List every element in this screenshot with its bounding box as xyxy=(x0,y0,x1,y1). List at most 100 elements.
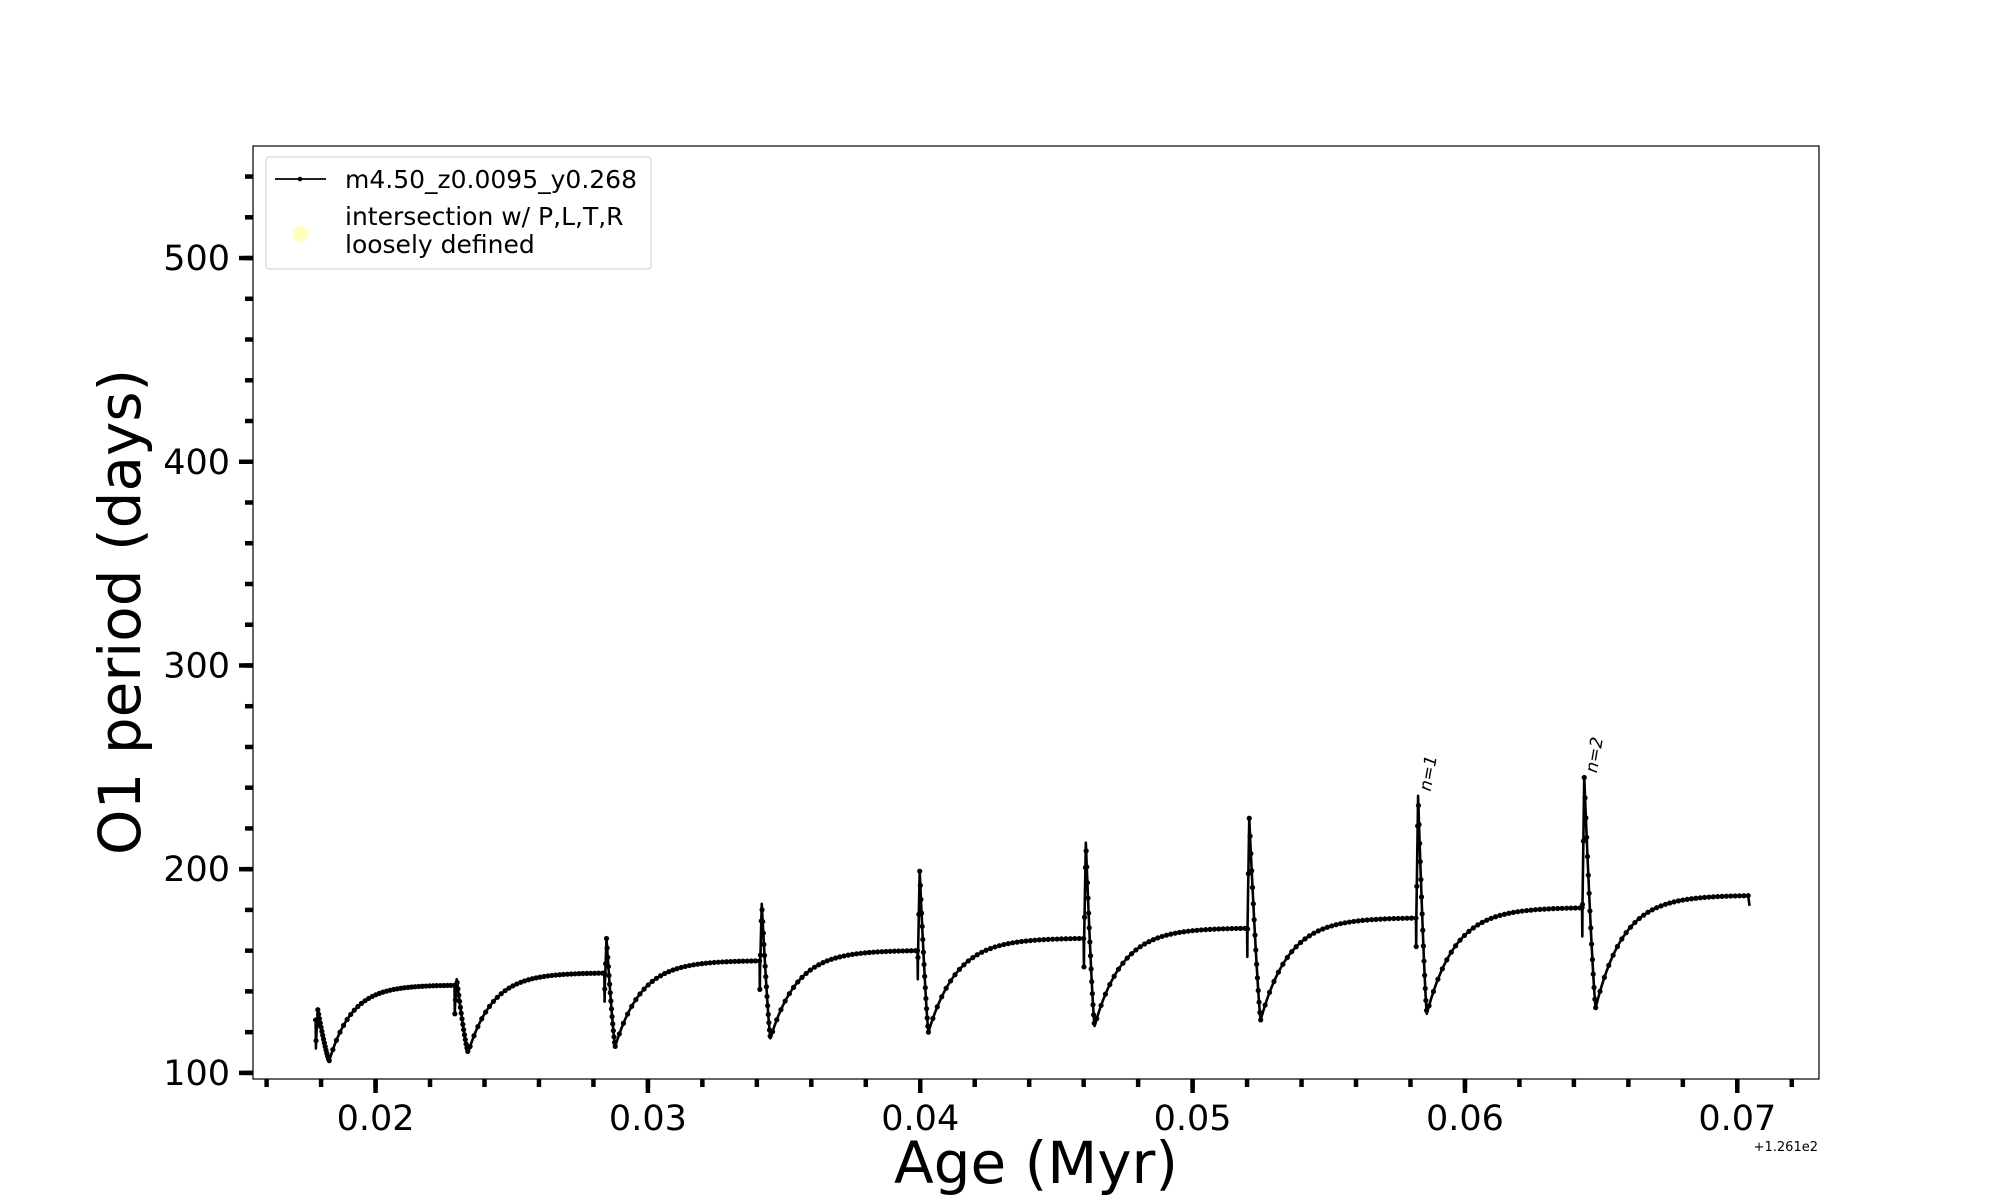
series-point xyxy=(649,978,655,984)
series-point xyxy=(498,991,504,997)
series-point xyxy=(1088,966,1094,972)
series-point xyxy=(824,958,830,964)
series-point xyxy=(896,948,902,954)
series-point xyxy=(1256,999,1262,1005)
series-point xyxy=(456,992,462,998)
series-point xyxy=(316,1016,323,1022)
series-point xyxy=(1435,976,1441,982)
series-point xyxy=(920,949,927,955)
series-point xyxy=(1671,899,1677,905)
legend-label-track: m4.50_z0.0095_y0.268 xyxy=(345,165,637,194)
x-tick-label: 0.07 xyxy=(1698,1099,1776,1139)
series-point xyxy=(695,961,701,967)
series-point xyxy=(1741,893,1747,899)
series-point xyxy=(1252,932,1258,938)
series-point xyxy=(1422,972,1428,978)
series-point xyxy=(1150,937,1156,943)
series-point xyxy=(925,1023,931,1029)
series-point xyxy=(1190,928,1196,934)
series-point xyxy=(486,1003,493,1009)
series-point xyxy=(845,952,851,958)
series-point xyxy=(757,952,764,958)
series-point xyxy=(1155,935,1161,941)
series-point xyxy=(1649,907,1655,913)
series-point xyxy=(1426,1003,1432,1009)
series-point xyxy=(1089,979,1095,985)
series-point xyxy=(1258,1017,1264,1023)
series-point xyxy=(764,993,770,1000)
series-point xyxy=(1585,872,1591,878)
series-point xyxy=(728,958,734,965)
series-point xyxy=(699,961,705,967)
series-point xyxy=(849,951,856,958)
x-axis-label: Age (Myr) xyxy=(894,1129,1178,1197)
annotations: n=1 n=2 xyxy=(1416,736,1608,793)
series-point xyxy=(759,907,765,913)
series-point xyxy=(1373,916,1379,922)
series-point xyxy=(319,1028,325,1034)
series-point xyxy=(1619,936,1625,942)
series-point xyxy=(807,967,813,973)
series-point xyxy=(609,1014,615,1020)
series-point xyxy=(1400,915,1406,921)
series-point xyxy=(1254,975,1261,981)
series-point xyxy=(1181,929,1187,935)
series-point xyxy=(914,948,921,954)
series-point xyxy=(607,990,613,996)
series-point xyxy=(1203,927,1209,933)
series-point xyxy=(1418,876,1424,883)
series-point xyxy=(974,952,980,958)
series-point xyxy=(1592,996,1598,1002)
series-point xyxy=(900,948,906,954)
series-point xyxy=(1584,834,1590,841)
series-point xyxy=(605,954,611,960)
series-point xyxy=(465,1048,471,1054)
series-point xyxy=(1680,897,1686,903)
legend: m4.50_z0.0095_y0.268 intersection w/ P,L… xyxy=(265,156,652,270)
series-point xyxy=(1315,928,1321,934)
series-point xyxy=(917,882,923,889)
series-point xyxy=(1636,915,1642,922)
series-point xyxy=(1032,937,1038,943)
series-point xyxy=(778,1007,784,1013)
series-point xyxy=(1404,915,1410,921)
series-point xyxy=(1415,802,1422,809)
series-point xyxy=(1087,939,1093,945)
series-point xyxy=(923,995,929,1002)
x-axis-offset-label: +1.261e2 xyxy=(1754,1140,1818,1155)
series-point xyxy=(1453,943,1459,949)
series-point xyxy=(1076,935,1082,942)
series-point xyxy=(452,1011,458,1017)
series-point xyxy=(1416,822,1422,828)
series-point xyxy=(837,954,843,960)
series-point xyxy=(1185,928,1191,934)
series-point xyxy=(326,1058,332,1064)
series-point xyxy=(703,960,709,966)
series-point xyxy=(715,959,721,965)
series-point xyxy=(1579,902,1586,908)
series-layer xyxy=(313,774,1751,1064)
series-point xyxy=(1298,939,1304,946)
series-point xyxy=(1391,915,1397,922)
series-point xyxy=(606,972,612,979)
series-point xyxy=(1084,880,1090,886)
series-point xyxy=(459,1016,465,1022)
series-point xyxy=(987,945,994,952)
series-point xyxy=(1745,893,1751,899)
series-point xyxy=(1364,917,1370,923)
series-point xyxy=(1058,936,1065,942)
legend-line-marker xyxy=(297,176,303,182)
series-point xyxy=(1593,1005,1599,1011)
series-point xyxy=(645,982,651,988)
series-point xyxy=(795,979,801,985)
series-point xyxy=(1091,1012,1097,1018)
series-point xyxy=(1346,919,1352,925)
series-point xyxy=(1461,932,1468,939)
series-point xyxy=(462,1036,468,1043)
series-point xyxy=(1257,1009,1263,1016)
series-point xyxy=(904,948,910,954)
series-point xyxy=(458,1010,464,1016)
series-point xyxy=(1086,925,1092,931)
series-point xyxy=(1408,915,1415,921)
series-point xyxy=(711,959,717,966)
